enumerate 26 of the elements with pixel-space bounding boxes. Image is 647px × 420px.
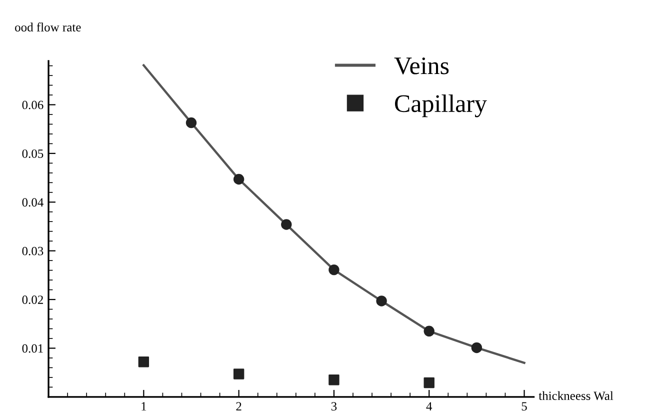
x-axis-title: thickneess Wal <box>538 391 614 400</box>
point <box>328 264 340 276</box>
point <box>328 374 340 386</box>
legend-label: Capillary <box>395 94 487 118</box>
legend-label: Veins <box>394 57 449 74</box>
x-tick-label: 2 <box>236 402 242 410</box>
point <box>376 296 387 306</box>
y-tick-label: 0.02 <box>22 296 43 304</box>
x-tick-label: 5 <box>522 402 527 411</box>
y-tick-label: 0.06 <box>22 100 44 110</box>
point <box>186 117 197 128</box>
y-tick-label: 0.01 <box>22 344 43 353</box>
y-axis-title: ood flow rate <box>15 22 81 32</box>
point <box>424 326 434 337</box>
point <box>233 368 244 380</box>
point <box>233 174 244 185</box>
point <box>471 342 482 354</box>
y-tick-label: 0.05 <box>22 149 44 158</box>
y-tick-label: 0.04 <box>22 198 44 207</box>
point <box>281 219 292 230</box>
point <box>424 377 434 388</box>
point <box>138 356 150 368</box>
x-tick-label: 3 <box>331 402 337 411</box>
y-tick-label: 0.03 <box>22 246 44 256</box>
x-tick-label: 4 <box>426 402 432 410</box>
x-tick-label: 1 <box>142 402 146 410</box>
